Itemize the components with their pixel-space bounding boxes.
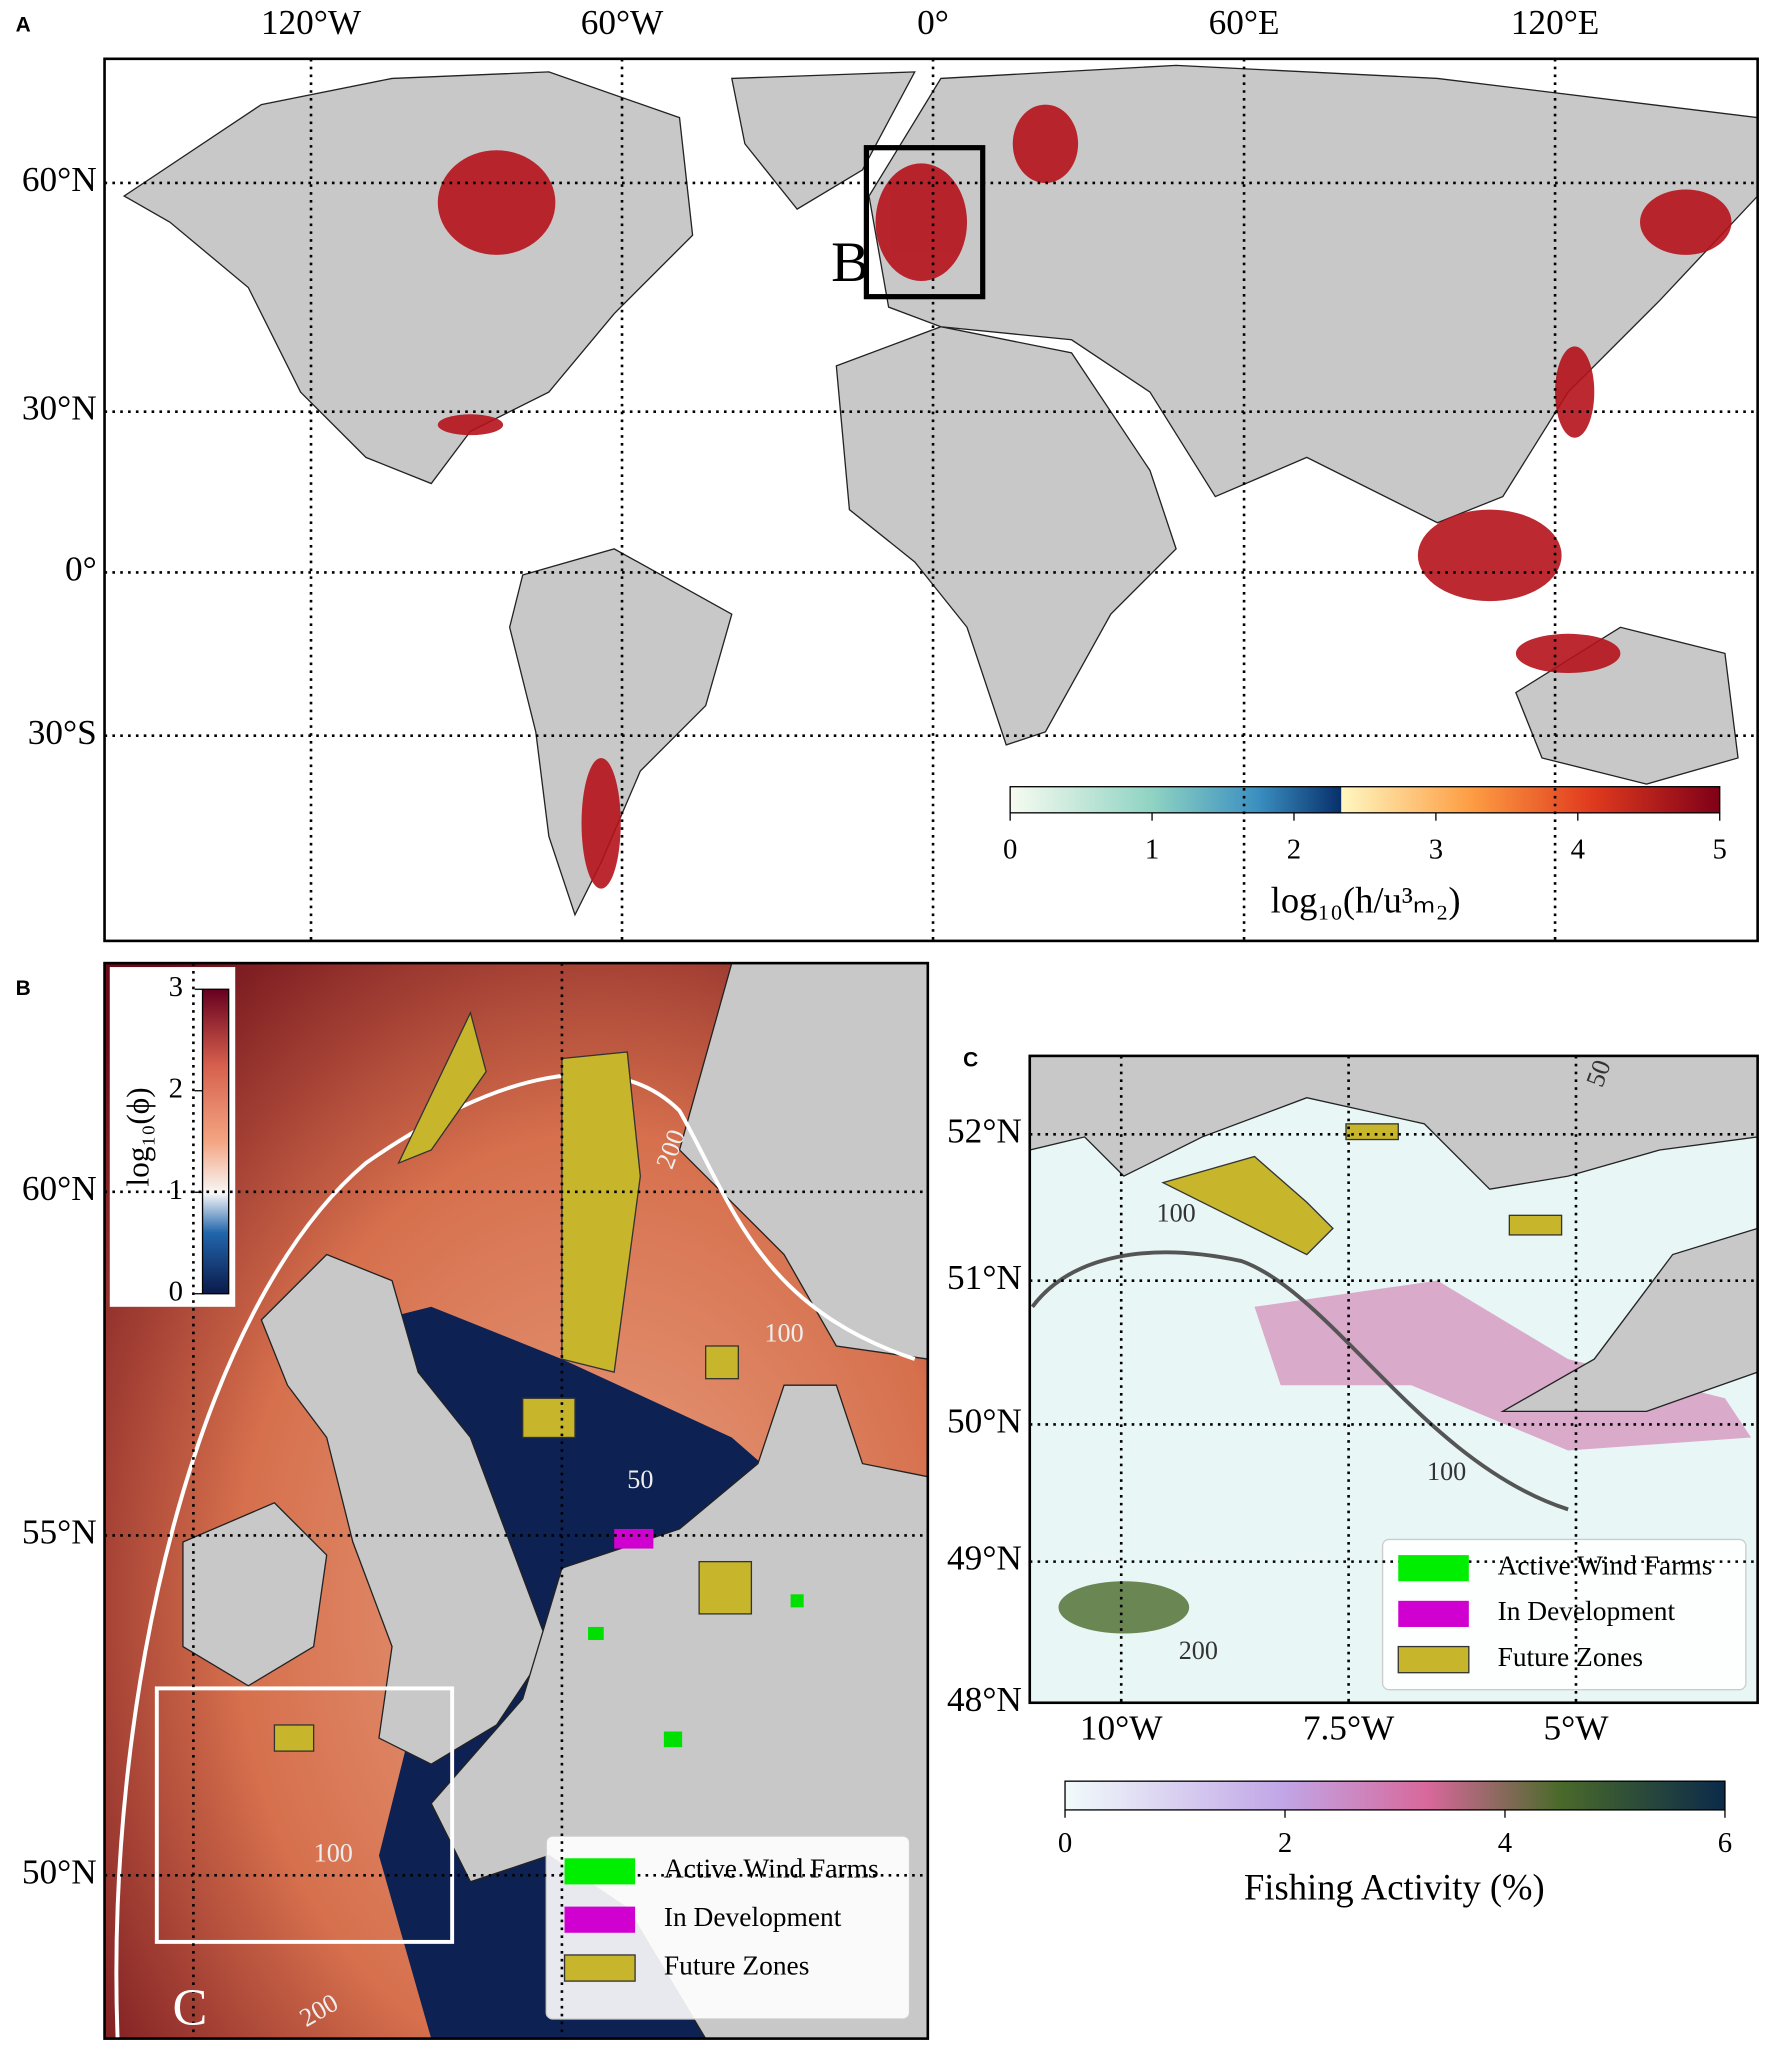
active-farms [588, 1594, 804, 1748]
panel-label: B [16, 977, 31, 1000]
shelf-areas [437, 104, 1732, 889]
future-zones [1161, 1123, 1563, 1256]
panel-a [103, 57, 1759, 943]
colorbar-tick-label: 2 [169, 1072, 183, 1104]
colorbar-tick-label: 0 [1003, 834, 1017, 866]
colorbar-tick-label: 1 [169, 1174, 183, 1206]
lat-label: 49°N [947, 1539, 1022, 1578]
lon-label: 60°E [1209, 3, 1280, 42]
land [731, 71, 916, 210]
future-zones [273, 1010, 753, 1752]
legend-swatch [1398, 1555, 1469, 1582]
lat-label: 48°N [947, 1680, 1022, 1719]
lon-label: 0° [546, 2047, 578, 2053]
legend-swatch [564, 1906, 636, 1933]
fishing-hotspot [1058, 1581, 1190, 1634]
colorbar-tick-label: 3 [1429, 834, 1443, 866]
colorbar-tick-label: 5 [1713, 834, 1727, 866]
lon-label: 10°W [152, 2047, 235, 2053]
panel-label: C [963, 1049, 978, 1072]
lat-label: 60°N [22, 160, 97, 199]
map-frame [1028, 1054, 1759, 1705]
legend [545, 1835, 911, 2020]
land [182, 1502, 328, 1687]
lat-label: 51°N [947, 1258, 1022, 1297]
legend [1381, 1538, 1747, 1691]
lat-label: 55°N [22, 1513, 97, 1552]
inset-box [154, 1686, 455, 1944]
colorbar-tick-label: 2 [1287, 834, 1301, 866]
map-frame [103, 57, 1759, 943]
lon-label: 120°E [1511, 3, 1600, 42]
colorbar-tick-label: 6 [1718, 1827, 1732, 1859]
legend-label: Future Zones [664, 1950, 810, 1980]
lon-label: 60°W [581, 3, 664, 42]
legend-swatch [1397, 1645, 1470, 1674]
lon-label: 0° [917, 3, 949, 42]
colorbar-tick-label: 2 [1278, 1827, 1292, 1859]
colorbar [1009, 786, 1721, 814]
lat-label: 30°N [22, 389, 97, 428]
land [260, 1253, 550, 1765]
colorbar-label: log₁₀(h/u³ₘ₂) [1271, 880, 1461, 921]
contour-label: 100 [314, 1839, 353, 1868]
legend-label: In Development [664, 1902, 842, 1932]
panel-c [1028, 1054, 1759, 1811]
map-frame [103, 961, 930, 2040]
colorbar-tick-label: 0 [1058, 1827, 1072, 1859]
contour-label: 50 [627, 1465, 653, 1494]
lat-label: 60°N [22, 1169, 97, 1208]
colorbar-tick-label: 0 [169, 1275, 183, 1307]
lon-label: 120°W [261, 3, 362, 42]
lon-label: 10°E [892, 2047, 963, 2053]
lon-label: 10°W [1080, 1709, 1163, 1748]
colorbar-tick-label: 3 [169, 971, 183, 1003]
lat-label: 52°N [947, 1111, 1022, 1150]
legend-swatch [564, 1858, 636, 1885]
colorbar-tick-label: 1 [1145, 834, 1159, 866]
lat-label: 50°N [947, 1402, 1022, 1441]
panel-label: A [16, 14, 31, 37]
in-development [614, 1528, 654, 1549]
colorbar-tick-label: 4 [1498, 1827, 1512, 1859]
legend-swatch [1398, 1600, 1469, 1627]
land [122, 71, 694, 485]
legend-label: Future Zones [1498, 1642, 1644, 1672]
inset-label: B [831, 231, 869, 294]
contour-100 [1030, 1250, 1569, 1512]
colorbar-label: Fishing Activity (%) [1244, 1866, 1545, 1907]
contour-label: 200 [1179, 1636, 1218, 1665]
lon-label: 5°W [1543, 1709, 1609, 1748]
colorbar [201, 988, 230, 1295]
legend-label: Active Wind Farms [664, 1854, 879, 1884]
colorbar-tick-label: 4 [1571, 834, 1585, 866]
lat-label: 30°S [28, 713, 97, 752]
inset-label: C [172, 1978, 207, 2036]
inset-box [863, 145, 986, 300]
legend-swatch [563, 1954, 636, 1982]
contour-label: 100 [1427, 1457, 1466, 1486]
legend-label: In Development [1498, 1596, 1676, 1626]
lon-label: 7.5°W [1303, 1709, 1395, 1748]
contour-label: 100 [1157, 1198, 1196, 1227]
lat-label: 0° [65, 549, 97, 588]
contour-label: 100 [764, 1319, 803, 1348]
colorbar [1064, 1780, 1726, 1811]
land [835, 326, 1177, 746]
legend-label: Active Wind Farms [1498, 1550, 1713, 1580]
lat-label: 50°N [22, 1852, 97, 1891]
colorbar-label: log₁₀(ϕ) [120, 1087, 155, 1186]
